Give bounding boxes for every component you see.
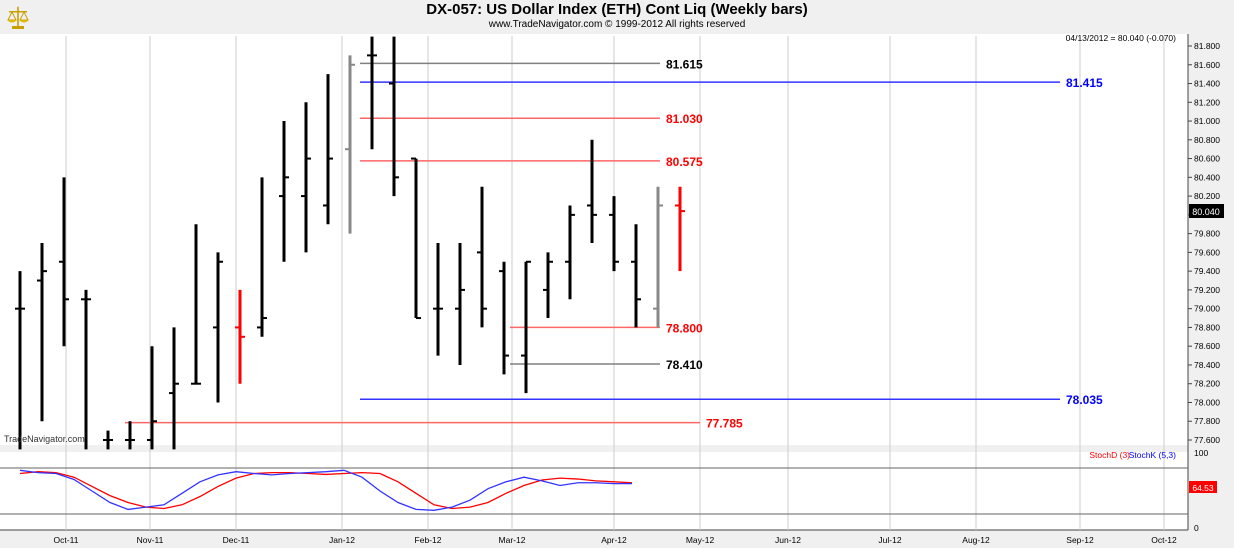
level-label: 80.575 xyxy=(666,155,703,169)
legend-stochk: StochK (5,3) xyxy=(1129,450,1176,460)
ohlc-bar xyxy=(15,271,25,450)
x-label-Nov-11: Nov-11 xyxy=(137,535,164,545)
ohlc-bar xyxy=(565,205,575,300)
ohlc-bar xyxy=(411,157,421,320)
ohlc-bar xyxy=(499,261,509,375)
y-tick-label: 78.600 xyxy=(1194,341,1220,351)
legend-stochd: StochD (3) xyxy=(1089,450,1130,460)
ohlc-bar xyxy=(37,243,47,422)
ohlc-bar xyxy=(631,224,641,328)
ohlc-bar xyxy=(191,224,201,385)
vertical-gridlines xyxy=(65,36,1165,530)
ohlc-bar xyxy=(235,289,245,384)
ohlc-bar xyxy=(279,121,289,262)
ohlc-bar xyxy=(587,139,597,243)
x-label-Oct-11: Oct-11 xyxy=(54,535,79,545)
ohlc-bar xyxy=(125,421,135,450)
ohlc-bar xyxy=(433,243,443,356)
y-tick-label: 79.200 xyxy=(1194,285,1220,295)
quote-readout: 04/13/2012 = 80.040 (-0.070) xyxy=(1066,33,1177,43)
y-tick-label: 78.200 xyxy=(1194,379,1220,389)
ohlc-bar xyxy=(521,260,531,394)
ohlc-bar xyxy=(323,74,333,225)
last-price-marker xyxy=(1189,204,1224,218)
x-label-Aug-12: Aug-12 xyxy=(962,535,990,545)
y-tick-label: 81.000 xyxy=(1194,116,1220,126)
copyright-text: www.TradeNavigator.com © 1999-2012 All r… xyxy=(488,19,746,30)
x-label-Feb-12: Feb-12 xyxy=(415,535,442,545)
ohlc-bar xyxy=(675,186,685,272)
chart-header: DX-057: US Dollar Index (ETH) Cont Liq (… xyxy=(0,0,1234,34)
chart-title: DX-057: US Dollar Index (ETH) Cont Liq (… xyxy=(426,1,808,18)
y-tick-label: 78.800 xyxy=(1194,322,1220,332)
stoch-line-StochK (5,3) xyxy=(19,469,632,511)
trade-navigator-scales-icon xyxy=(7,6,29,29)
ohlc-bar xyxy=(543,252,553,319)
x-label-Apr-12: Apr-12 xyxy=(601,535,627,545)
y-tick-label: 80.200 xyxy=(1194,191,1220,201)
price-y-ticks: 81.800 81.600 81.400 81.200 81.000 80.800 80.6… xyxy=(1188,41,1220,445)
x-label-Dec-11: Dec-11 xyxy=(223,535,250,545)
ohlc-bar xyxy=(367,36,377,150)
x-label-Mar-12: Mar-12 xyxy=(499,535,526,545)
level-label: 81.030 xyxy=(666,112,703,126)
x-label-Jan-12: Jan-12 xyxy=(329,535,355,545)
y-tick-label: 79.000 xyxy=(1194,304,1220,314)
y-tick-label: 79.400 xyxy=(1194,266,1220,276)
ohlc-bar xyxy=(59,177,69,347)
price-panel-background xyxy=(0,34,1188,445)
y-tick-label: 79.800 xyxy=(1194,229,1220,239)
stoch-y-tick-0: 0 xyxy=(1194,523,1199,533)
x-label-Oct-12: Oct-12 xyxy=(1151,535,1177,545)
level-label: 81.415 xyxy=(1066,76,1103,90)
level-label: 78.410 xyxy=(666,358,703,372)
level-label: 81.615 xyxy=(666,57,703,71)
y-tick-label: 81.400 xyxy=(1194,79,1220,89)
ohlc-bar xyxy=(213,252,223,403)
x-axis-labels: Oct-11 Nov-11 Dec-11 Jan-12 Feb-12 Mar-12 Apr-… xyxy=(54,535,1177,545)
stoch-y-tick-100: 100 xyxy=(1194,448,1208,458)
stoch-line-StochD (3) xyxy=(19,471,633,510)
y-tick-label: 81.200 xyxy=(1194,97,1220,107)
ohlc-bar xyxy=(477,186,487,328)
x-label-Jun-12: Jun-12 xyxy=(775,535,801,545)
y-tick-label: 81.800 xyxy=(1194,41,1220,51)
ohlc-bar xyxy=(103,430,113,450)
indicator-panel-background xyxy=(0,452,1188,530)
ohlc-bar xyxy=(81,289,91,450)
y-tick-label: 78.000 xyxy=(1194,397,1220,407)
y-tick-label: 79.600 xyxy=(1194,247,1220,257)
y-tick-label: 78.400 xyxy=(1194,360,1220,370)
y-tick-label: 81.600 xyxy=(1194,60,1220,70)
ohlc-bar xyxy=(147,346,157,450)
level-label: 78.800 xyxy=(666,321,703,335)
x-label-Jul-12: Jul-12 xyxy=(878,535,901,545)
watermark: TradeNavigator.com xyxy=(4,434,85,444)
ohlc-bar xyxy=(169,327,179,450)
y-tick-label: 77.600 xyxy=(1194,435,1220,445)
last-price-label: 80.040 xyxy=(1192,207,1220,217)
stoch-last-label: 64.53 xyxy=(1192,483,1214,493)
ohlc-bar xyxy=(609,196,619,272)
y-tick-label: 80.400 xyxy=(1194,172,1220,182)
y-tick-label: 80.600 xyxy=(1194,154,1220,164)
level-label: 77.785 xyxy=(706,417,743,431)
ohlc-bar xyxy=(345,55,355,234)
ohlc-bar xyxy=(455,243,465,365)
ohlc-bar xyxy=(389,36,399,197)
stochastic-lines xyxy=(19,469,633,511)
ohlc-bar xyxy=(257,177,267,337)
ohlc-bar xyxy=(653,186,663,328)
y-tick-label: 77.800 xyxy=(1194,416,1220,426)
y-tick-label: 80.800 xyxy=(1194,135,1220,145)
x-label-Sep-12: Sep-12 xyxy=(1066,535,1094,545)
x-label-May-12: May-12 xyxy=(686,535,715,545)
price-bars xyxy=(15,36,685,450)
stoch-last-marker xyxy=(1189,481,1217,493)
ohlc-bar xyxy=(301,102,311,253)
level-label: 78.035 xyxy=(1066,393,1103,407)
